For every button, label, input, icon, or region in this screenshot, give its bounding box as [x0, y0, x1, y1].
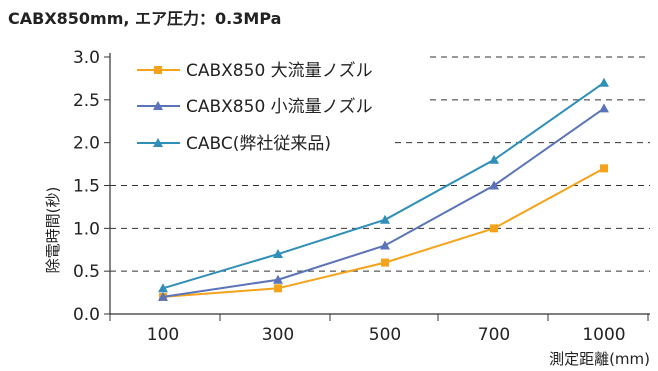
- data-point: [158, 291, 168, 301]
- chart-title: CABX850mm, エア圧力：0.3MPa: [8, 9, 281, 28]
- legend-marker: [153, 138, 163, 147]
- data-point: [273, 274, 283, 284]
- data-point: [380, 214, 390, 224]
- x-tick-label: 700: [478, 325, 510, 345]
- data-point: [599, 77, 609, 87]
- legend-label: CABC(弊社従来品): [186, 134, 331, 154]
- gridlines: [110, 56, 650, 272]
- y-tick-labels: 0.0 0.5 1.0 1.5 2.0 2.5 3.0: [73, 48, 100, 325]
- data-point: [489, 154, 499, 164]
- series-3: [158, 77, 609, 293]
- data-point: [599, 103, 609, 113]
- data-point: [380, 240, 390, 250]
- data-point: [600, 164, 608, 173]
- data-point: [490, 224, 498, 233]
- series-group: [158, 77, 609, 301]
- data-point: [489, 180, 499, 190]
- data-point: [274, 284, 282, 293]
- y-tick-label: 3.0: [73, 48, 100, 68]
- y-tick-label: 1.5: [73, 177, 100, 197]
- legend-marker: [153, 101, 163, 110]
- y-axis-label: 除電時間(秒): [44, 187, 62, 274]
- series-line: [162, 167, 605, 298]
- x-tick-label: 500: [369, 325, 401, 345]
- legend-label: CABX850 小流量ノズル: [186, 97, 373, 117]
- y-tick-label: 1.0: [73, 219, 100, 239]
- y-tick-label: 2.5: [73, 91, 100, 111]
- legend: CABX850 大流量ノズル CABX850 小流量ノズル CABC(弊社従来品): [137, 61, 373, 154]
- x-axis-label: 測定距離(mm): [549, 350, 650, 368]
- legend-marker: [154, 66, 162, 74]
- data-point: [273, 249, 283, 259]
- axes: [104, 53, 650, 321]
- series-1: [159, 164, 608, 301]
- data-point: [381, 258, 389, 267]
- legend-label: CABX850 大流量ノズル: [186, 61, 373, 81]
- series-2: [158, 103, 609, 301]
- y-tick-label: 0.0: [73, 305, 100, 325]
- x-tick-label: 300: [262, 325, 294, 345]
- y-tick-label: 0.5: [73, 262, 100, 282]
- y-tick-label: 2.0: [73, 134, 100, 154]
- x-tick-label: 1000: [582, 325, 625, 345]
- x-tick-labels: 100 300 500 700 1000: [147, 325, 626, 345]
- data-point: [158, 283, 168, 293]
- x-tick-label: 100: [147, 325, 179, 345]
